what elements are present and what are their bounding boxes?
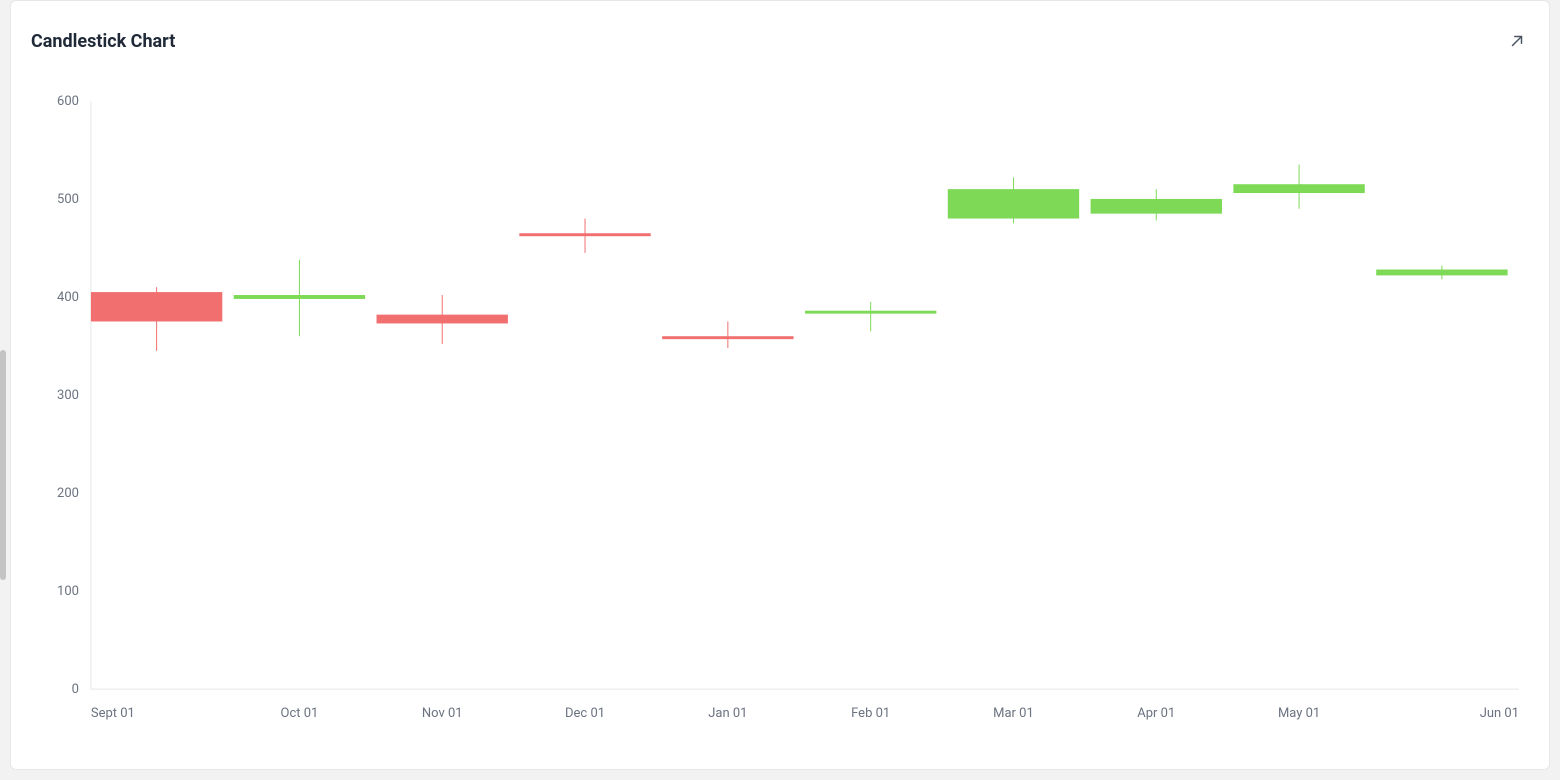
card-title: Candlestick Chart [31, 31, 175, 52]
candle-body[interactable] [948, 189, 1079, 218]
x-tick-label: Oct 01 [281, 706, 319, 721]
page-scrollbar[interactable] [0, 350, 6, 580]
x-tick-label: Sept 01 [91, 706, 135, 721]
expand-icon [1508, 32, 1526, 50]
y-tick-label: 500 [57, 192, 79, 207]
x-tick-label: Jun 01 [1480, 706, 1519, 721]
chart-area: 0 100 200 300 400 500 600 Sept 01 Oct 01 Nov 01 De… [31, 61, 1529, 749]
x-tick-label: Apr 01 [1137, 706, 1175, 721]
candle-body[interactable] [805, 311, 936, 314]
candle-body[interactable] [519, 233, 650, 236]
y-tick-label: 0 [72, 682, 79, 697]
x-tick-label: Nov 01 [422, 706, 463, 721]
candle-body[interactable] [662, 336, 793, 339]
candle-body[interactable] [1091, 199, 1222, 214]
y-tick-label: 300 [57, 388, 79, 403]
y-tick-label: 200 [57, 486, 79, 501]
x-tick-label: Dec 01 [565, 706, 605, 721]
x-tick-label: Feb 01 [851, 706, 890, 721]
y-tick-label: 600 [57, 94, 79, 109]
y-tick-label: 100 [57, 584, 79, 599]
candle-body[interactable] [234, 295, 365, 299]
x-tick-label: Jan 01 [708, 706, 747, 721]
candle-body[interactable] [377, 315, 508, 324]
x-tick-label: Mar 01 [993, 706, 1034, 721]
y-tick-label: 400 [57, 290, 79, 305]
expand-button[interactable] [1505, 29, 1529, 53]
candlestick-card: Candlestick Chart 0 100 200 300 400 500 600 Sep… [10, 0, 1550, 770]
candle-body[interactable] [91, 292, 222, 321]
candle-body[interactable] [1376, 270, 1507, 276]
card-header: Candlestick Chart [31, 21, 1529, 61]
x-tick-label: May 01 [1278, 706, 1320, 721]
candle-body[interactable] [1233, 184, 1364, 193]
